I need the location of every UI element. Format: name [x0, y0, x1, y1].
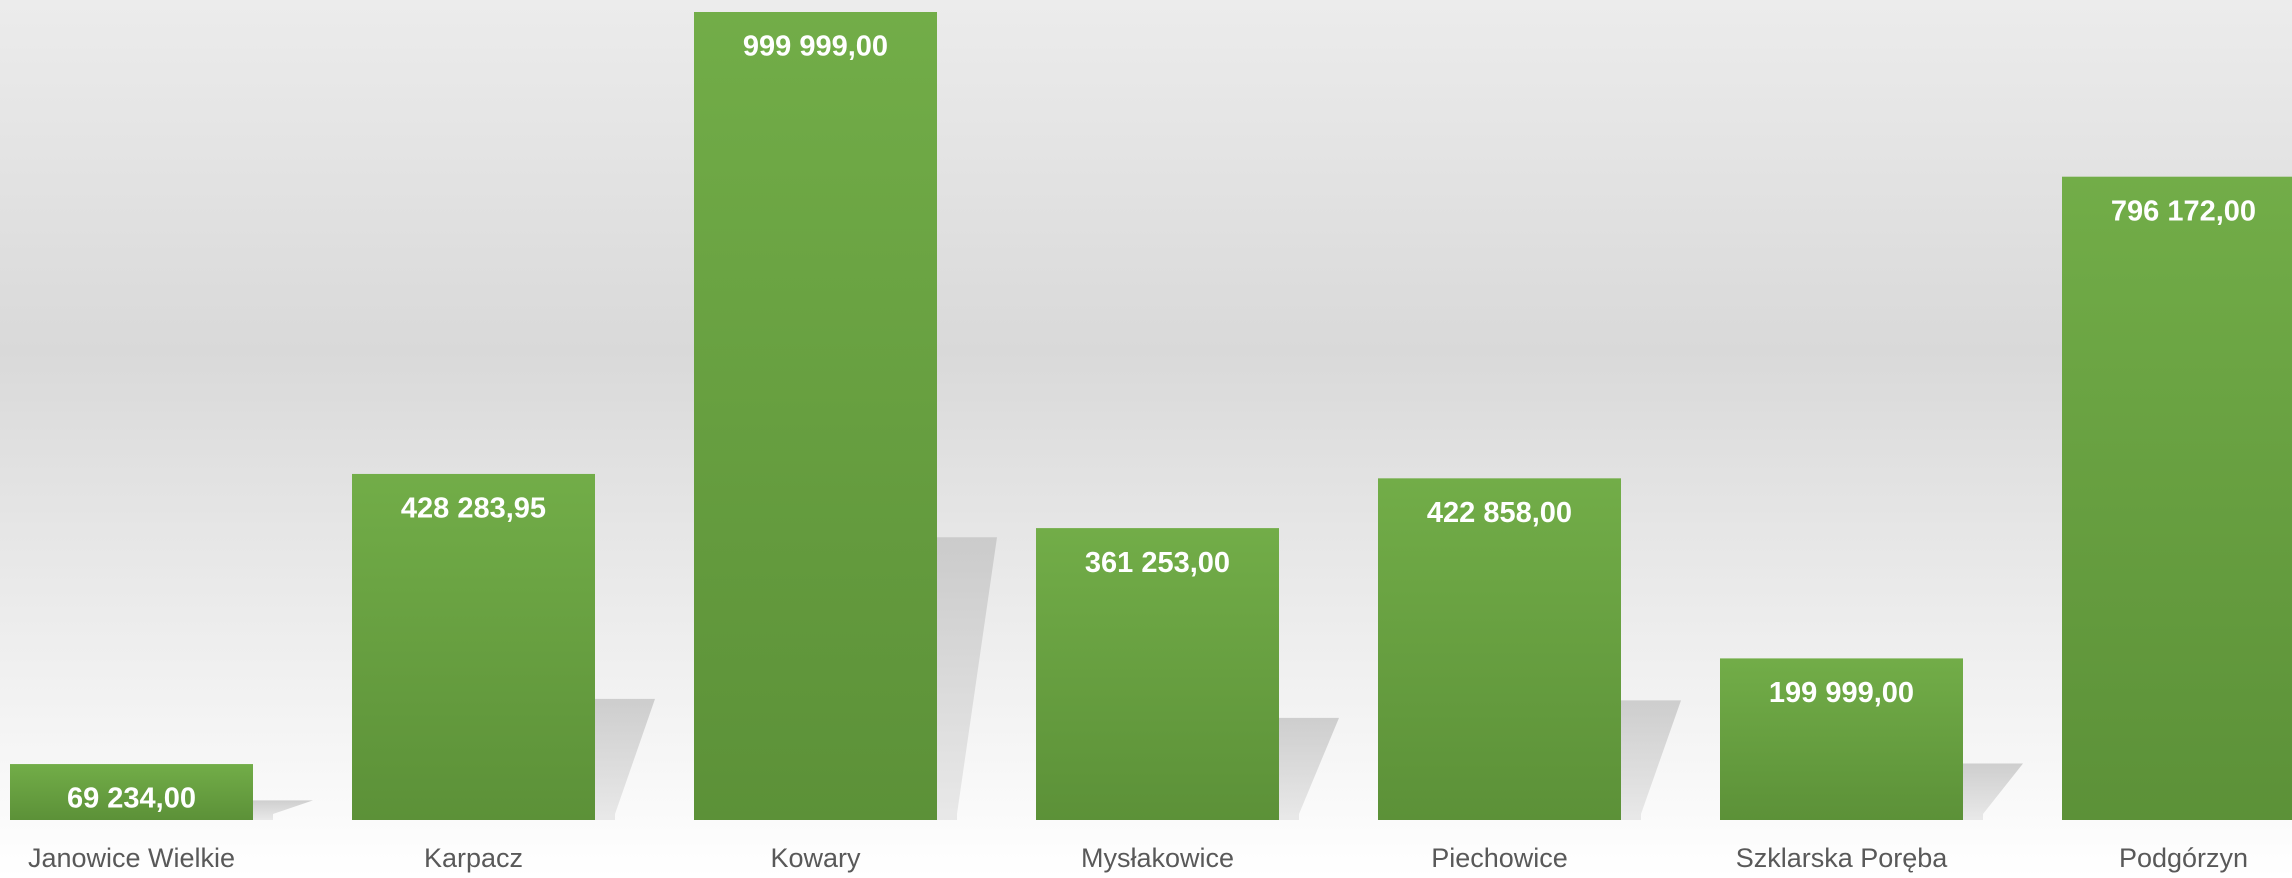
bar-shadow — [1963, 763, 2023, 820]
bar — [2062, 176, 2292, 821]
data-label: 428 283,95 — [401, 493, 546, 525]
x-tick-label: Kowary — [770, 843, 861, 873]
bar-shadow — [937, 537, 997, 820]
bar-shadow — [595, 698, 655, 820]
data-label: 999 999,00 — [743, 31, 888, 63]
x-tick-label: Podgórzyn — [2119, 843, 2248, 873]
x-tick-label: Janowice Wielkie — [28, 843, 235, 873]
data-label: 69 234,00 — [67, 783, 196, 815]
bar-shadow — [1621, 700, 1681, 820]
bar — [352, 473, 595, 820]
bar-shadow — [1279, 717, 1339, 820]
x-tick-label: Mysłakowice — [1081, 843, 1234, 873]
data-label: 361 253,00 — [1085, 547, 1230, 579]
x-tick-label: Karpacz — [424, 843, 523, 873]
data-label: 796 172,00 — [2111, 195, 2256, 227]
bar — [1378, 478, 1621, 820]
data-label: 199 999,00 — [1769, 677, 1914, 709]
bar — [1720, 658, 1963, 820]
bar-shadow — [253, 800, 313, 820]
x-tick-label: Piechowice — [1431, 843, 1568, 873]
bar — [1036, 528, 1279, 820]
bar — [10, 764, 253, 820]
bar — [694, 12, 937, 821]
data-label: 422 858,00 — [1427, 497, 1572, 529]
x-tick-label: Szklarska Poręba — [1736, 843, 1949, 873]
